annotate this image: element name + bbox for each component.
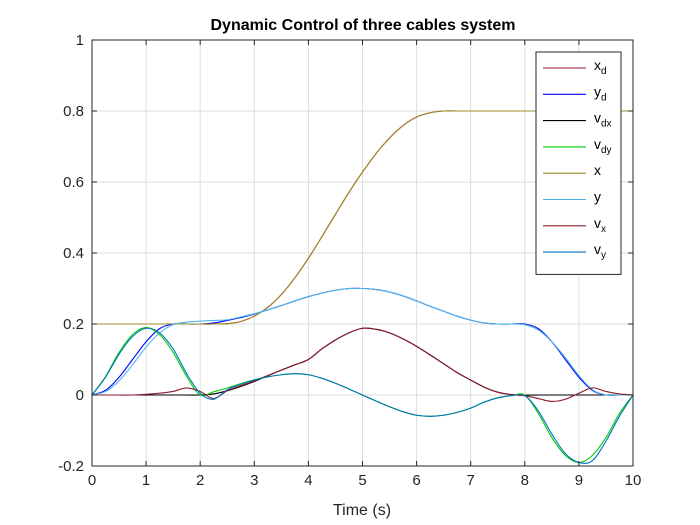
- x-tick-label: 5: [358, 472, 366, 489]
- legend-label-main: y: [594, 83, 601, 99]
- legend-label-main: y: [594, 189, 601, 205]
- x-tick-label: 2: [196, 472, 204, 489]
- y-tick-label: 0: [76, 387, 84, 404]
- axis-ticks: [91, 39, 634, 467]
- y-tick-label: 1: [76, 32, 84, 49]
- legend-label-subscript: dx: [601, 119, 612, 130]
- legend-entry-label: vx: [594, 215, 606, 235]
- legend-entry-label: y: [594, 189, 601, 205]
- y-tick-label: 0.8: [63, 103, 84, 120]
- legend-entry-label: vdy: [594, 136, 612, 156]
- x-tick-label: 7: [467, 472, 475, 489]
- series-line-y: [91, 287, 633, 396]
- x-tick-label: 0: [88, 472, 96, 489]
- y-tick-labels: -0.2 0 0.2 0.4 0.6 0.8 1: [58, 32, 84, 475]
- x-tick-label: 9: [575, 472, 583, 489]
- legend-entry-label: xd: [594, 57, 607, 77]
- legend-label-main: v: [594, 110, 601, 126]
- chart-title: Dynamic Control of three cables system: [211, 17, 516, 34]
- legend-label-main: x: [594, 162, 601, 178]
- legend-label-main: v: [594, 136, 601, 152]
- legend-label-subscript: d: [601, 92, 607, 103]
- x-tick-label: 10: [625, 472, 642, 489]
- legend-label-main: x: [594, 57, 601, 73]
- legend-entry-label: vy: [594, 241, 606, 261]
- x-tick-label: 8: [521, 472, 529, 489]
- x-tick-label: 4: [304, 472, 312, 489]
- legend-entry-label: yd: [594, 83, 607, 103]
- y-tick-label: 0.4: [63, 245, 84, 262]
- x-tick-label: 1: [142, 472, 150, 489]
- legend-label-subscript: d: [601, 66, 607, 77]
- series-line-v-y: [91, 327, 634, 464]
- legend-entry-label: vdx: [594, 110, 612, 130]
- legend-label-main: v: [594, 241, 601, 257]
- legend-label-main: v: [594, 215, 601, 231]
- y-tick-label: 0.2: [63, 316, 84, 333]
- legend-box: [535, 51, 622, 275]
- x-tick-labels: 0 1 2 3 4 5 6 7 8 9 10: [88, 472, 642, 489]
- x-tick-label: 6: [412, 472, 420, 489]
- x-axis-label: Time (s): [333, 502, 391, 519]
- legend-label-subscript: dy: [601, 145, 612, 156]
- legend-entry-label: x: [594, 162, 601, 178]
- series-line-v-x: [91, 327, 634, 402]
- y-tick-label: -0.2: [58, 458, 84, 475]
- legend-label-subscript: y: [601, 250, 606, 261]
- y-tick-label: 0.6: [63, 174, 84, 191]
- x-tick-label: 3: [250, 472, 258, 489]
- legend-label-subscript: x: [601, 224, 606, 235]
